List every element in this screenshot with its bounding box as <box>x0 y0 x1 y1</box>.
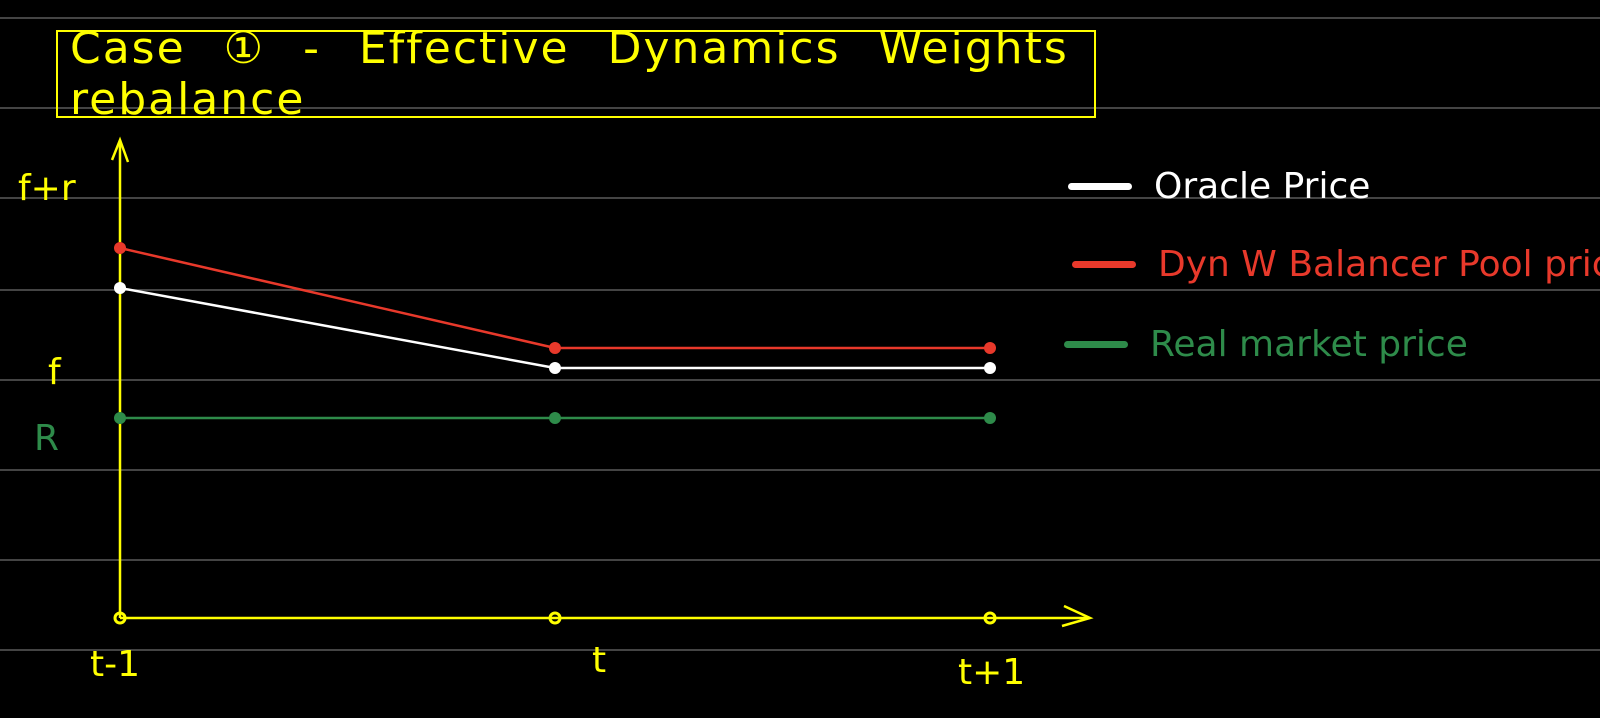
point-real-market-price-2 <box>984 412 996 424</box>
chart-title: Case ① - Effective Dynamics Weights reba… <box>56 23 1096 125</box>
y-tick-label-f: f <box>48 352 61 393</box>
series-line-balancer-pool-price <box>119 246 990 350</box>
x-tick-mark-1 <box>548 611 562 625</box>
y-tick-label-f-plus-r: f+r <box>18 168 76 209</box>
point-oracle-price-0 <box>114 282 126 294</box>
x-tick-mark-0 <box>113 611 127 625</box>
legend-label-balancer: Dyn W Balancer Pool price <box>1158 244 1600 285</box>
legend-swatch-real <box>1064 341 1128 348</box>
x-tick-mark-2 <box>983 611 997 625</box>
legend-label-oracle: Oracle Price <box>1154 166 1371 207</box>
y-tick-label-r: R <box>34 418 60 459</box>
legend-swatch-balancer <box>1072 261 1136 268</box>
x-tick-label-t-plus-1: t+1 <box>958 652 1026 693</box>
axes <box>110 136 1094 628</box>
point-balancer-pool-price-0 <box>114 242 126 254</box>
point-real-market-price-0 <box>114 412 126 424</box>
y-axis-arrow <box>110 136 130 163</box>
legend-swatch-oracle <box>1068 183 1132 190</box>
point-balancer-pool-price-2 <box>984 342 996 354</box>
legend-label-real: Real market price <box>1150 324 1468 365</box>
legend-real-market-price: Real market price <box>1064 324 1468 365</box>
series-layer <box>114 242 996 424</box>
point-real-market-price-1 <box>549 412 561 424</box>
legend-oracle-price: Oracle Price <box>1068 166 1370 207</box>
legend-balancer-pool-price: Dyn W Balancer Pool price <box>1072 244 1600 285</box>
x-axis-arrow <box>1061 604 1094 628</box>
series-line-oracle-price <box>119 286 990 370</box>
x-tick-label-t-minus-1: t-1 <box>90 644 141 685</box>
chart-title-text: Case ① - Effective Dynamics Weights reba… <box>70 23 1069 125</box>
point-balancer-pool-price-1 <box>549 342 561 354</box>
guide-lines <box>0 17 1600 651</box>
point-oracle-price-2 <box>984 362 996 374</box>
point-oracle-price-1 <box>549 362 561 374</box>
x-tick-label-t: t <box>592 640 607 681</box>
